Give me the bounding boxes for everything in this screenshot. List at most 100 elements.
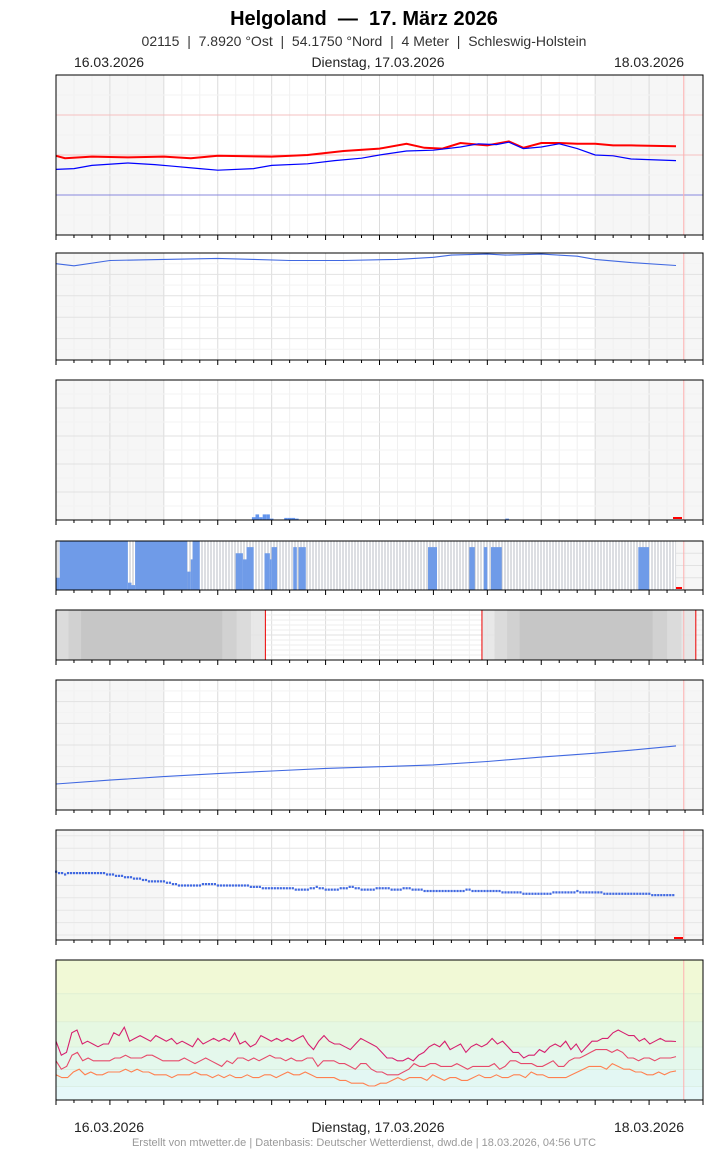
cloud-bar (293, 547, 297, 590)
panel-wind_direction (55, 829, 704, 945)
wind-direction-point (555, 891, 558, 894)
wind-direction-point (621, 892, 624, 895)
wind-direction-point (381, 887, 384, 890)
cloud-bar (269, 559, 272, 590)
wind-direction-point (219, 884, 222, 887)
wind-direction-point (522, 892, 525, 895)
wind-direction-point (399, 888, 402, 891)
wind-direction-point (237, 884, 240, 887)
wind-direction-point (444, 889, 447, 893)
wind-direction-point (660, 894, 663, 897)
wind-direction-point (513, 891, 516, 894)
wind-direction-point (483, 889, 486, 893)
date-center: Dienstag, 17.03.2026 (311, 54, 444, 70)
wind-direction-point (402, 887, 405, 890)
wind-direction-point (585, 891, 588, 894)
wind-direction-point (174, 883, 178, 886)
beaufort-band (56, 1069, 703, 1086)
wind-direction-point (426, 889, 429, 893)
wind-direction-point (390, 888, 393, 891)
wind-direction-point (165, 881, 169, 884)
wind-direction-point (279, 887, 282, 890)
cloud-bar (483, 547, 488, 590)
wind-direction-point (309, 887, 312, 890)
page-title: Helgoland — 17. März 2026 (230, 8, 498, 30)
wind-direction-point (327, 888, 330, 891)
wind-direction-point (315, 885, 318, 888)
cloud-bar (638, 547, 650, 590)
wind-direction-point (609, 892, 612, 895)
beaufort-band (56, 1021, 703, 1047)
wind-direction-point (582, 891, 585, 894)
wind-direction-point (324, 888, 327, 891)
wind-direction-point (672, 894, 675, 897)
cloud-bar (235, 553, 243, 590)
wind-direction-point (288, 887, 291, 890)
wind-direction-point (648, 892, 651, 895)
wind-direction-point (84, 872, 88, 875)
beaufort-band (56, 1086, 703, 1100)
wind-direction-point (564, 891, 567, 894)
date-right-bottom: 18.03.2026 (614, 1119, 684, 1135)
wind-direction-point (393, 888, 396, 891)
wind-direction-point (498, 889, 501, 893)
wind-direction-point (336, 888, 339, 891)
precip-bar (259, 517, 263, 520)
wind-direction-point (636, 892, 639, 895)
wind-direction-point (351, 885, 354, 888)
wind-direction-point (663, 894, 666, 897)
wind-direction-point (60, 872, 64, 875)
wind-direction-point (600, 891, 603, 894)
wind-direction-point (198, 884, 202, 887)
wind-direction-point (126, 876, 130, 879)
wind-direction-point (474, 889, 477, 893)
cloud-bar (490, 547, 502, 590)
wind-direction-point (225, 884, 228, 887)
wind-direction-point (234, 884, 237, 887)
wind-direction-point (81, 872, 85, 875)
wind-direction-point (423, 889, 426, 893)
wind-direction-point (534, 892, 537, 895)
wind-direction-point (222, 884, 225, 887)
wind-direction-point (525, 892, 528, 895)
wind-direction-point (192, 884, 196, 887)
wind-direction-point (405, 887, 408, 890)
wind-direction-point (654, 894, 657, 897)
wind-direction-point (201, 883, 205, 886)
wind-direction-point (321, 887, 324, 890)
wind-direction-point (345, 887, 348, 890)
wind-direction-point (213, 883, 216, 886)
wind-direction-point (504, 891, 507, 894)
precip-bar (284, 517, 288, 520)
wind-direction-point (282, 887, 285, 890)
wind-direction-point (195, 884, 199, 887)
wind-direction-point (615, 892, 618, 895)
beaufort-band (56, 1046, 703, 1070)
wind-direction-point (111, 873, 115, 876)
wind-direction-point (432, 889, 435, 893)
wind-direction-point (486, 889, 489, 893)
wind-direction-point (558, 891, 561, 894)
wind-direction-point (441, 889, 444, 893)
wind-direction-point (612, 892, 615, 895)
missing-data-marker (674, 937, 683, 939)
wind-direction-point (312, 887, 315, 890)
wind-direction-point (69, 872, 73, 875)
wind-direction-point (384, 887, 387, 890)
wind-direction-point (642, 892, 645, 895)
wind-direction-point (144, 878, 148, 882)
series-line-fx (55, 1025, 677, 1062)
wind-direction-point (561, 891, 564, 894)
wind-direction-point (138, 877, 142, 880)
wind-direction-point (264, 887, 267, 890)
wind-direction-point (543, 892, 546, 895)
wind-direction-point (411, 888, 414, 891)
cloud-bar (271, 547, 278, 590)
beaufort-band (56, 993, 703, 1022)
wind-direction-point (606, 892, 609, 895)
wind-direction-point (252, 885, 255, 888)
wind-direction-point (378, 887, 381, 890)
wind-direction-point (495, 889, 498, 893)
wind-direction-point (594, 891, 597, 894)
wind-direction-point (333, 888, 336, 891)
